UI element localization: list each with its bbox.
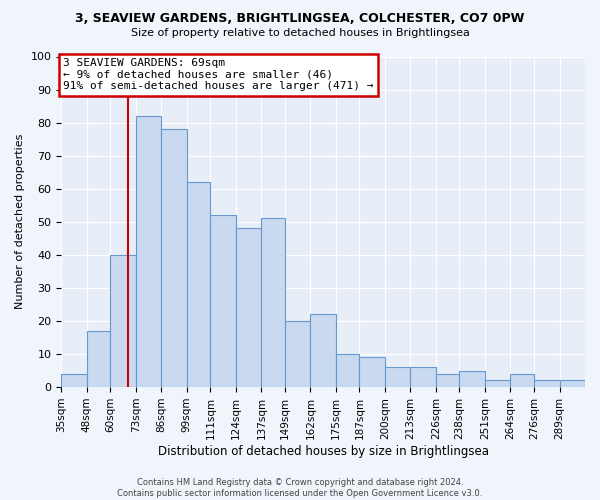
Bar bbox=[460, 370, 485, 387]
Bar bbox=[436, 374, 460, 387]
Text: Size of property relative to detached houses in Brightlingsea: Size of property relative to detached ho… bbox=[131, 28, 469, 38]
Bar bbox=[511, 374, 534, 387]
Text: Contains HM Land Registry data © Crown copyright and database right 2024.
Contai: Contains HM Land Registry data © Crown c… bbox=[118, 478, 482, 498]
Bar bbox=[485, 380, 511, 387]
Bar bbox=[310, 314, 336, 387]
Bar bbox=[336, 354, 359, 387]
Bar bbox=[211, 215, 236, 387]
Bar bbox=[560, 380, 585, 387]
Bar bbox=[262, 218, 285, 387]
Text: 3 SEAVIEW GARDENS: 69sqm
← 9% of detached houses are smaller (46)
91% of semi-de: 3 SEAVIEW GARDENS: 69sqm ← 9% of detache… bbox=[63, 58, 374, 92]
Bar bbox=[359, 358, 385, 387]
Y-axis label: Number of detached properties: Number of detached properties bbox=[15, 134, 25, 310]
X-axis label: Distribution of detached houses by size in Brightlingsea: Distribution of detached houses by size … bbox=[158, 444, 488, 458]
Bar bbox=[534, 380, 560, 387]
Text: 3, SEAVIEW GARDENS, BRIGHTLINGSEA, COLCHESTER, CO7 0PW: 3, SEAVIEW GARDENS, BRIGHTLINGSEA, COLCH… bbox=[76, 12, 524, 26]
Bar bbox=[110, 255, 136, 387]
Bar bbox=[161, 129, 187, 387]
Bar bbox=[187, 182, 211, 387]
Bar bbox=[385, 368, 410, 387]
Bar bbox=[410, 368, 436, 387]
Bar bbox=[236, 228, 262, 387]
Bar bbox=[87, 331, 110, 387]
Bar bbox=[285, 321, 310, 387]
Bar bbox=[61, 374, 87, 387]
Bar bbox=[136, 116, 161, 387]
